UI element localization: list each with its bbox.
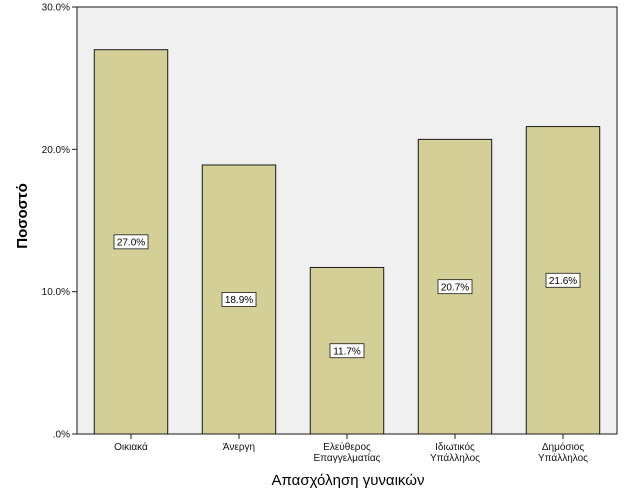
- x-axis: Οικιακά Άνεργη Ελεύθερος Επαγγελματίας Ιδιωτ…: [114, 434, 588, 464]
- y-tick-label: 20.0%: [42, 145, 70, 156]
- data-label: 11.7%: [333, 346, 361, 357]
- data-label-box: [437, 279, 473, 295]
- data-label-box: [221, 292, 257, 307]
- y-axis: .0% 10.0% 20.0% 30.0%: [42, 3, 77, 441]
- x-tick-label: Άνεργη: [223, 442, 255, 453]
- data-label-box: [545, 272, 581, 288]
- data-label-box: [329, 343, 365, 359]
- x-tick-label: Ιδιωτικός Υπάλληλος: [430, 441, 480, 464]
- x-tick-label: Οικιακά: [114, 441, 148, 453]
- x-axis-title: Απασχόληση γυναικών: [272, 472, 425, 489]
- y-axis-title: Ποσοστό: [14, 183, 31, 249]
- y-tick-label: 10.0%: [42, 287, 70, 298]
- x-tick-label: Δημόσιος Υπάλληλος: [538, 441, 588, 464]
- data-label: 21.6%: [549, 276, 577, 287]
- data-label: 27.0%: [117, 237, 145, 248]
- data-label-box: [113, 234, 149, 250]
- y-tick-label: 30.0%: [42, 3, 70, 14]
- data-label: 20.7%: [441, 282, 469, 293]
- y-tick-label: .0%: [53, 430, 70, 441]
- x-tick-label: Ελεύθερος Επαγγελματίας: [314, 441, 381, 464]
- data-label: 18.9%: [225, 295, 253, 306]
